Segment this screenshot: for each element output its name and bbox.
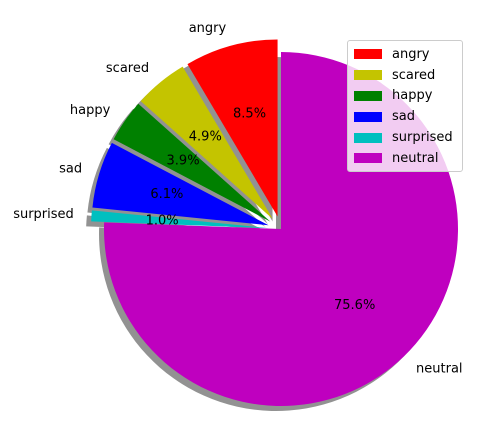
legend-item-neutral: neutral <box>348 148 462 169</box>
slice-surprised <box>91 210 269 229</box>
legend-item-sad: sad <box>348 106 462 127</box>
legend-label-scared: scared <box>392 67 436 83</box>
category-label-sad: sad <box>59 162 82 177</box>
legend-label-sad: sad <box>392 109 415 125</box>
percent-label-happy: 3.9% <box>167 154 200 169</box>
category-label-scared: scared <box>106 61 149 76</box>
category-label-happy: happy <box>70 103 111 118</box>
slice-sad <box>92 142 269 226</box>
legend-item-surprised: surprised <box>348 127 462 148</box>
legend-swatch-scared <box>354 70 382 81</box>
category-label-surprised: surprised <box>13 207 74 222</box>
category-label-angry: angry <box>189 21 227 36</box>
legend-swatch-sad <box>354 111 382 122</box>
category-label-neutral: neutral <box>416 362 463 377</box>
legend-item-scared: scared <box>348 65 462 86</box>
legend-swatch-neutral <box>354 153 382 164</box>
slice-scared <box>140 66 273 219</box>
legend-label-surprised: surprised <box>392 130 453 146</box>
percent-label-surprised: 1.0% <box>146 213 179 228</box>
percent-label-neutral: 75.6% <box>334 298 375 313</box>
legend-item-happy: happy <box>348 86 462 107</box>
legend-swatch-happy <box>354 90 382 101</box>
percent-label-angry: 8.5% <box>233 107 266 122</box>
percent-label-scared: 4.9% <box>189 129 222 144</box>
category-labels: angry scared happy sad surprised neutral <box>13 21 462 377</box>
percent-labels: 8.5% 4.9% 3.9% 6.1% 1.0% 75.6% <box>146 107 376 313</box>
slice-happy <box>113 103 271 222</box>
legend-label-angry: angry <box>392 46 430 62</box>
percent-label-sad: 6.1% <box>150 187 183 202</box>
legend-label-neutral: neutral <box>392 150 439 166</box>
legend-item-angry: angry <box>348 44 462 65</box>
legend-swatch-angry <box>354 49 382 60</box>
legend: angry scared happy sad surprised neutral <box>347 40 463 172</box>
slice-angry <box>187 39 278 217</box>
legend-label-happy: happy <box>392 88 433 104</box>
legend-swatch-surprised <box>354 132 382 143</box>
